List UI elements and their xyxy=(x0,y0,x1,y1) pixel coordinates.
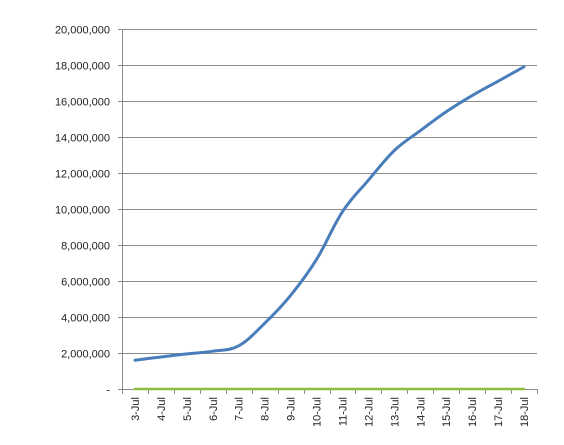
x-tick-label: 15-Jul xyxy=(441,397,453,427)
x-tick-label: 3-Jul xyxy=(130,397,142,421)
series-lines xyxy=(133,65,526,391)
x-tick-label: 4-Jul xyxy=(156,397,168,421)
x-tick-label: 5-Jul xyxy=(182,397,194,421)
y-tick-label: 16,000,000 xyxy=(55,97,110,109)
y-tick-label: 4,000,000 xyxy=(61,313,110,325)
gridlines xyxy=(122,29,537,354)
x-tick-label: 16-Jul xyxy=(467,397,479,427)
y-tick-label: 6,000,000 xyxy=(61,277,110,289)
x-tick-label: 11-Jul xyxy=(337,397,349,426)
x-axis-tick-labels: 3-Jul 4-Jul 5-Jul 6-Jul 7-Jul 8-Jul 9-Jul 10-Ju… xyxy=(130,397,531,427)
x-tick-label: 17-Jul xyxy=(493,397,505,427)
x-tick-label: 13-Jul xyxy=(389,397,401,427)
x-tick-label: 7-Jul xyxy=(234,397,246,421)
x-tick-label: 12-Jul xyxy=(363,397,375,427)
y-tick-label: 8,000,000 xyxy=(61,241,110,253)
y-tick-label: - xyxy=(106,385,110,397)
x-tick-label: 8-Jul xyxy=(260,397,272,421)
y-tick-label: 18,000,000 xyxy=(55,61,110,73)
y-tick-label: 14,000,000 xyxy=(55,133,110,145)
x-tick-label: 10-Jul xyxy=(312,397,324,427)
x-tick-label: 6-Jul xyxy=(208,397,220,421)
y-axis-tick-labels: - 2,000,000 4,000,000 6,000,000 8,000,000 10,… xyxy=(55,25,110,397)
x-tick-label: 18-Jul xyxy=(519,397,531,427)
x-tick-label: 9-Jul xyxy=(286,397,298,421)
y-tick-label: 2,000,000 xyxy=(61,349,110,361)
y-tick-label: 12,000,000 xyxy=(55,169,110,181)
series-line-1 xyxy=(133,65,526,362)
y-tick-label: 10,000,000 xyxy=(55,205,110,217)
axes xyxy=(118,29,538,394)
x-tick-label: 14-Jul xyxy=(415,397,427,427)
y-tick-label: 20,000,000 xyxy=(55,25,110,37)
